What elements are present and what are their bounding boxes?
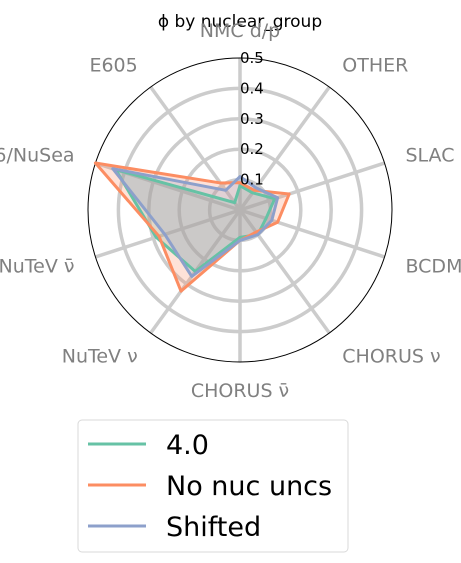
category-label: NuTeV ν xyxy=(62,346,138,368)
category-label: SLAC d xyxy=(405,144,461,166)
spoke-line xyxy=(94,208,241,259)
radar-series xyxy=(93,161,291,293)
category-label: BCDMS d xyxy=(405,256,461,278)
chart-title: ϕ by nuclear_group xyxy=(158,12,322,32)
grid-circle xyxy=(116,86,364,334)
legend-label: Shifted xyxy=(166,512,261,543)
series-fill-0 xyxy=(115,169,275,272)
legend: 4.0 No nuc uncs Shifted xyxy=(77,419,349,553)
legend-label: 4.0 xyxy=(166,430,209,461)
radial-tick-label: 0.3 xyxy=(240,110,264,128)
category-label: E605 xyxy=(89,54,137,76)
spoke-line xyxy=(239,208,386,259)
category-label: NMC d/p xyxy=(200,20,280,42)
grid-circle xyxy=(147,117,333,303)
spoke-line xyxy=(239,161,386,212)
category-label: OTHER xyxy=(342,54,408,76)
category-labels: NMC d/p OTHER SLAC d BCDMS d CHORUS ν CHORUS … xyxy=(0,20,461,402)
spoke-line xyxy=(238,208,331,334)
grid-circle xyxy=(177,147,303,273)
legend-label: No nuc uncs xyxy=(166,471,332,502)
series-line-2 xyxy=(111,167,280,278)
radial-tick-label: 0.5 xyxy=(240,49,264,67)
category-label: CHORUS ν xyxy=(342,346,440,368)
radial-ticks: 0.1 0.2 0.3 0.4 0.5 xyxy=(240,49,264,189)
outer-frame xyxy=(87,57,393,363)
radial-tick-label: 0.4 xyxy=(240,79,264,97)
series-line-0 xyxy=(114,168,277,273)
radial-tick-label: 0.2 xyxy=(240,140,264,158)
legend-box xyxy=(77,419,349,553)
radial-tick-label: 0.1 xyxy=(240,171,264,189)
category-label: NuTeV ν̄ xyxy=(0,256,75,278)
radar-grid xyxy=(87,57,393,363)
category-label: E866/NuSea xyxy=(0,144,75,166)
category-label: CHORUS ν̄ xyxy=(191,380,289,402)
series-fill-1 xyxy=(95,163,290,292)
